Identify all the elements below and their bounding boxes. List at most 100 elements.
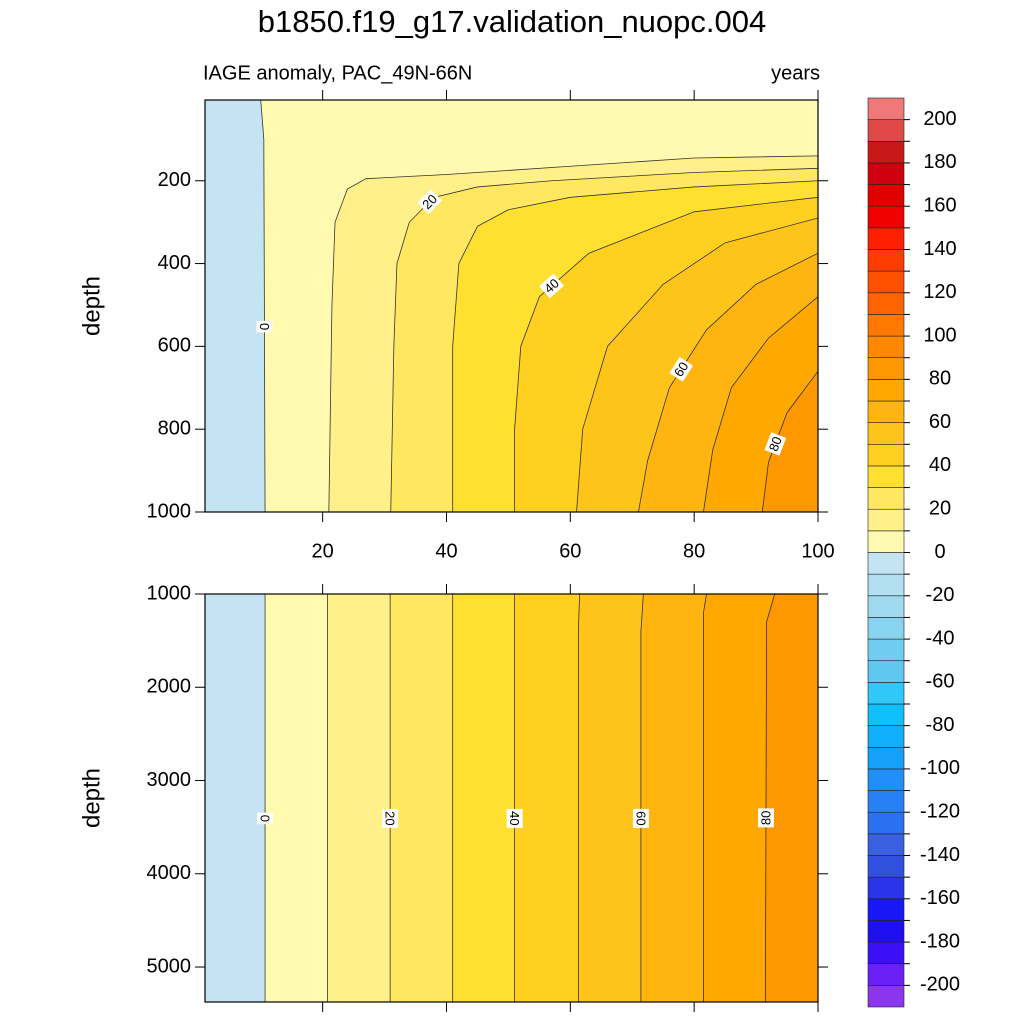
- contour-label-box: [417, 189, 443, 215]
- contour-label-box: [539, 273, 565, 299]
- colorbar-box: [867, 833, 905, 856]
- colorbar-label: -100: [920, 757, 960, 779]
- contour-label: 60: [632, 808, 649, 828]
- colorbar-box: [867, 292, 905, 315]
- colorbar-label: -60: [926, 671, 955, 693]
- y-tick-label: 3000: [147, 769, 192, 791]
- y-tick-label: 1000: [147, 582, 192, 604]
- contour-label-box: [632, 808, 649, 828]
- y-tick-label: 200: [158, 169, 191, 191]
- colorbar-box: [867, 487, 905, 510]
- colorbar-box: [867, 703, 905, 726]
- plot-area: 0 20 40 60 80: [205, 594, 818, 1002]
- colorbar-box: [867, 876, 905, 900]
- contour-line: [577, 594, 581, 1002]
- colorbar-box: [867, 119, 905, 142]
- colorbar-box: [867, 552, 905, 575]
- colorbar-box: [867, 205, 905, 229]
- contour-line: [638, 252, 818, 512]
- colorbar-box: [867, 746, 905, 770]
- colorbar-box: [867, 443, 905, 467]
- colorbar-box: [867, 920, 905, 943]
- colorbar-label: -180: [920, 930, 960, 952]
- colorbar-label: -120: [920, 800, 960, 822]
- colorbar-box: [867, 270, 905, 294]
- colorbar-label: 180: [923, 151, 956, 173]
- colorbar-label: -160: [920, 887, 960, 909]
- colorbar-label: 0: [934, 541, 945, 563]
- y-axis-label: depth: [78, 768, 105, 828]
- colorbar-box: [867, 617, 905, 640]
- colorbar-label: 60: [929, 411, 951, 433]
- contour-line: [764, 594, 776, 1002]
- colorbar-label: 120: [923, 281, 956, 303]
- colorbar-label: -140: [920, 844, 960, 866]
- colorbar-box: [867, 335, 905, 359]
- colorbar-box: [867, 985, 905, 1008]
- colorbar-box: [867, 660, 905, 683]
- contour-line: [514, 196, 818, 512]
- contour-label: 80: [764, 432, 787, 456]
- colorbar-box: [867, 725, 905, 748]
- y-tick-label: 2000: [147, 676, 192, 698]
- contour-label-text: 60: [671, 359, 691, 379]
- colorbar-box: [867, 941, 905, 965]
- colorbar-label: 140: [923, 238, 956, 260]
- colorbar-label: 200: [923, 108, 956, 130]
- colorbar-box: [867, 638, 905, 662]
- contour-label: 80: [757, 808, 774, 828]
- contour-label: 40: [506, 808, 523, 828]
- plot-frame: [204, 99, 819, 513]
- contour-label-text: 80: [758, 811, 773, 826]
- colorbar-box: [867, 963, 905, 986]
- contour-fill: [762, 371, 818, 512]
- colorbar-box: [867, 768, 905, 791]
- colorbar-label: -20: [926, 584, 955, 606]
- colorbar-label: 100: [923, 324, 956, 346]
- contour-label-box: [257, 812, 274, 825]
- contour-line: [703, 296, 818, 512]
- y-tick-label: 5000: [147, 955, 192, 977]
- y-axis-label: depth: [78, 276, 105, 336]
- colorbar-label: -40: [926, 627, 955, 649]
- colorbar-box: [867, 140, 905, 164]
- colorbar-label: -80: [926, 714, 955, 736]
- contour-line: [328, 155, 818, 512]
- contour-label-box: [669, 357, 694, 382]
- subtitle-left: IAGE anomaly, PAC_49N-66N: [203, 62, 472, 84]
- y-tick-label: 400: [158, 252, 191, 274]
- colorbar-box: [867, 573, 905, 597]
- contour-label-text: 0: [258, 815, 273, 822]
- x-tick-label: 80: [683, 540, 705, 562]
- x-tick-label: 60: [559, 540, 581, 562]
- contour-label-box: [757, 808, 774, 828]
- colorbar-box: [867, 682, 905, 705]
- contour-label: 60: [669, 357, 694, 382]
- x-tick-label: 100: [801, 540, 834, 562]
- contour-label: 0: [256, 320, 273, 333]
- contour-label-box: [382, 808, 399, 828]
- colorbar-box: [867, 379, 905, 402]
- contour-line: [640, 594, 644, 1002]
- contour-label: 0: [257, 812, 274, 825]
- contour-line: [703, 594, 707, 1002]
- colorbar-box: [867, 400, 905, 423]
- colorbar-box: [867, 595, 905, 618]
- y-tick-label: 600: [158, 335, 191, 357]
- plot-area: 0 20 40 60 80: [205, 100, 818, 512]
- colorbar-box: [867, 357, 905, 380]
- colorbar-box: [867, 855, 905, 878]
- contour-label: 20: [382, 808, 399, 828]
- y-tick-label: 4000: [147, 862, 192, 884]
- subtitle-right: years: [771, 62, 820, 84]
- colorbar-label: 20: [929, 497, 951, 519]
- colorbar-box: [867, 465, 905, 488]
- colorbar-box: [867, 898, 905, 921]
- colorbar-box: [867, 508, 905, 532]
- contour-label-text: 40: [507, 811, 522, 825]
- contour-label-text: 20: [383, 811, 398, 825]
- colorbar-label: 160: [923, 194, 956, 216]
- colorbar-box: [867, 422, 905, 445]
